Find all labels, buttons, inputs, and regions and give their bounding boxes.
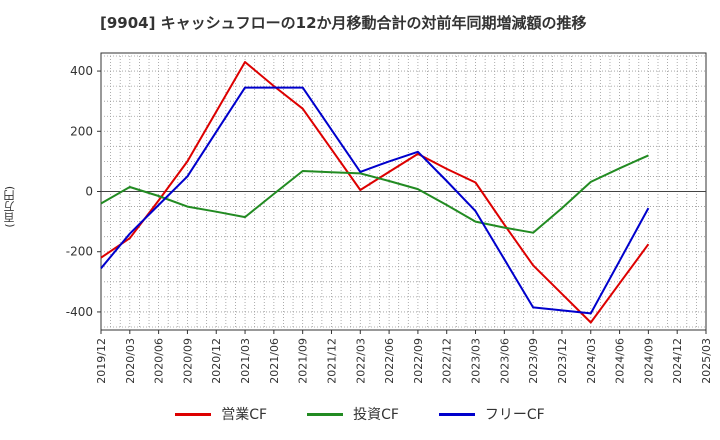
x-tick-label: 2020/03 (124, 338, 137, 384)
series-line-0 (100, 61, 650, 324)
legend-item-investing-cf: 投資CF (307, 404, 399, 424)
y-tick-label: -200 (66, 245, 93, 259)
x-tick-label: 2021/12 (325, 338, 338, 384)
x-tick-label: 2023/06 (498, 338, 511, 384)
x-tick-label: 2022/03 (354, 338, 367, 384)
x-tick-label: 2020/09 (181, 338, 194, 384)
y-tick-label: 400 (70, 64, 93, 78)
series-line-2 (100, 86, 650, 315)
legend: 営業CF 投資CF フリーCF (0, 404, 720, 424)
x-tick-label: 2024/03 (585, 338, 598, 384)
x-tick-label: 2022/12 (441, 338, 454, 384)
legend-label-investing-cf: 投資CF (353, 407, 399, 423)
x-tick-label: 2024/09 (642, 338, 655, 384)
x-tick-label: 2023/09 (527, 338, 540, 384)
x-tick-label: 2022/06 (383, 338, 396, 384)
y-tick-label: -400 (66, 305, 93, 319)
x-tick-label: 2022/09 (412, 338, 425, 384)
legend-swatch-operating-cf (175, 412, 212, 416)
x-tick-label: 2019/12 (95, 338, 108, 384)
x-tick-label: 2024/12 (671, 338, 684, 384)
x-tick-label: 2021/06 (268, 338, 281, 384)
x-tick-label: 2025/03 (700, 338, 713, 384)
legend-item-free-cf: フリーCF (438, 404, 545, 424)
chart-title: [9904] キャッシュフローの12か月移動合計の対前年同期増減額の推移 (100, 14, 587, 32)
x-tick-label: 2023/03 (470, 338, 483, 384)
legend-swatch-free-cf (438, 412, 475, 416)
y-tick-label: 0 (85, 185, 93, 199)
x-tick-label: 2024/06 (614, 338, 627, 384)
x-tick-label: 2020/06 (153, 338, 166, 384)
series-line-1 (100, 154, 649, 234)
legend-label-operating-cf: 営業CF (221, 407, 268, 423)
x-tick-label: 2021/03 (239, 338, 252, 384)
x-tick-label: 2021/09 (297, 338, 310, 384)
x-tick-label: 2023/12 (556, 338, 569, 384)
y-tick-label: 200 (70, 124, 93, 138)
legend-item-operating-cf: 営業CF (175, 404, 267, 424)
legend-swatch-investing-cf (307, 412, 344, 416)
legend-label-free-cf: フリーCF (484, 407, 545, 423)
x-tick-label: 2020/12 (210, 338, 223, 384)
